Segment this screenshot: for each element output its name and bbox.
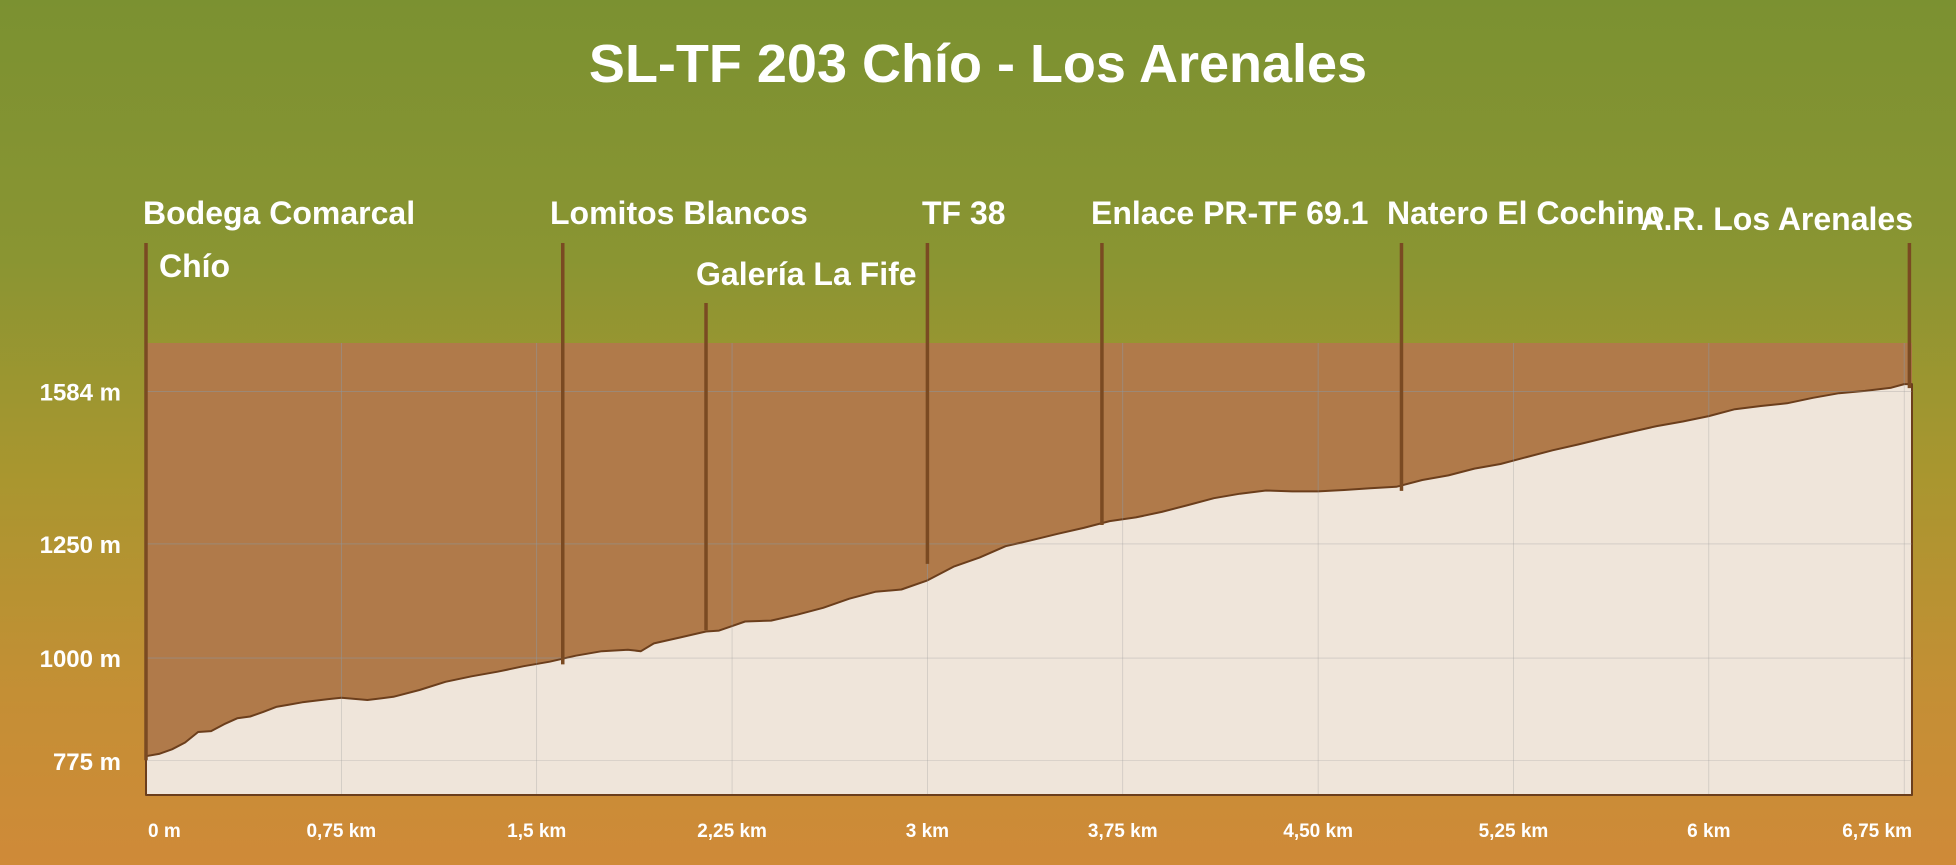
x-tick-label-2: 1,5 km: [507, 821, 566, 842]
y-axis-tick-labels: 775 m 1000 m 1250 m 1584 m: [40, 379, 121, 775]
chart-title: SL-TF 203 Chío - Los Arenales: [589, 34, 1367, 94]
waypoint-label-0: Bodega Comarcal: [143, 195, 415, 231]
x-tick-label-3: 2,25 km: [697, 821, 767, 842]
waypoint-label-4: Enlace PR-TF 69.1: [1091, 195, 1368, 231]
grid-lines-over-profile: [146, 343, 1912, 795]
x-tick-label-8: 6 km: [1687, 821, 1730, 842]
waypoint-label-3: TF 38: [922, 195, 1006, 231]
elevation-profile-area: [145, 383, 1913, 796]
waypoint-label-2: Galería La Fife: [696, 256, 917, 292]
waypoint-label-5: Natero El Cochino: [1387, 195, 1664, 231]
y-tick-label-1: 1000 m: [40, 646, 121, 673]
waypoint-label-6: A.R. Los Arenales: [1640, 201, 1913, 237]
waypoint-label-1: Lomitos Blancos: [550, 195, 808, 231]
y-tick-label-0: 775 m: [53, 749, 121, 776]
x-axis-tick-labels: 0 m 0,75 km 1,5 km 2,25 km 3 km 3,75 km 4,50 k…: [148, 821, 1912, 842]
x-tick-label-6: 4,50 km: [1283, 821, 1353, 842]
x-tick-label-1: 0,75 km: [306, 821, 376, 842]
waypoint-markers: Bodega Comarcal Chío Lomitos Blancos Galerí…: [143, 195, 1913, 761]
y-tick-label-2: 1250 m: [40, 532, 121, 559]
waypoint-label-0-line2: Chío: [159, 248, 230, 284]
x-tick-label-7: 5,25 km: [1479, 821, 1549, 842]
y-tick-label-3: 1584 m: [40, 379, 121, 406]
x-tick-label-0: 0 m: [148, 821, 181, 842]
x-tick-label-4: 3 km: [906, 821, 949, 842]
x-tick-label-9: 6,75 km: [1842, 821, 1912, 842]
x-tick-label-5: 3,75 km: [1088, 821, 1158, 842]
